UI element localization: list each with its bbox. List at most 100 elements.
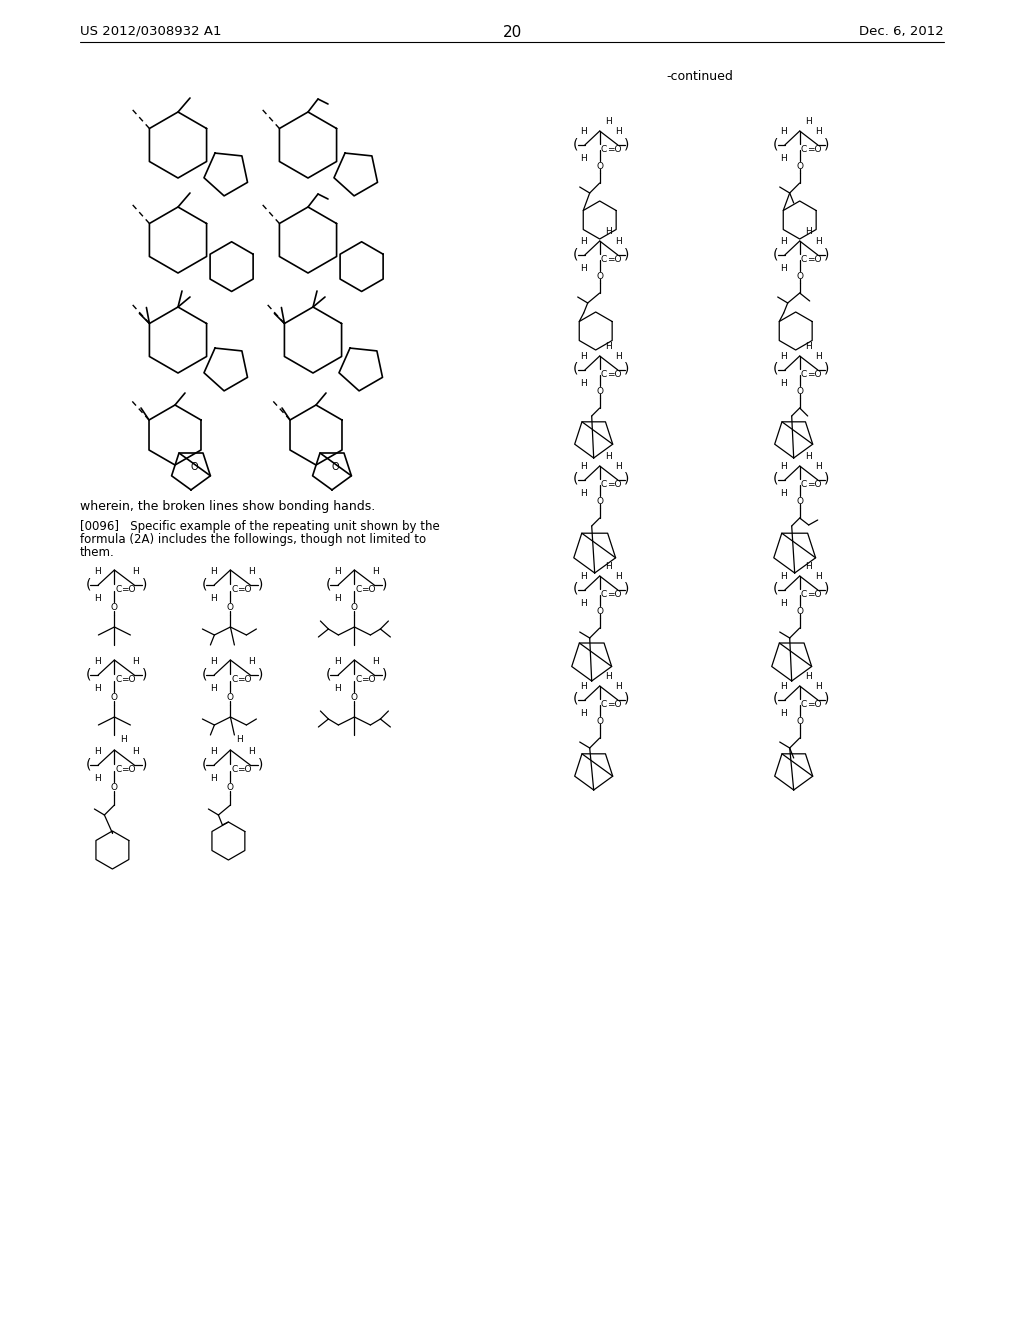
Text: C: C xyxy=(601,700,607,709)
Text: wherein, the broken lines show bonding hands.: wherein, the broken lines show bonding h… xyxy=(80,500,375,513)
Text: O: O xyxy=(797,162,803,172)
Text: H: H xyxy=(780,682,787,690)
Text: ): ) xyxy=(625,692,630,706)
Text: H: H xyxy=(780,462,787,471)
Text: H: H xyxy=(334,594,341,603)
Text: H: H xyxy=(581,238,587,246)
Text: H: H xyxy=(210,774,216,783)
Text: (: ( xyxy=(85,756,91,771)
Text: H: H xyxy=(248,568,255,576)
Text: (: ( xyxy=(773,137,778,150)
Text: (: ( xyxy=(773,247,778,261)
Text: H: H xyxy=(815,462,822,471)
Text: (: ( xyxy=(773,473,778,486)
Text: H: H xyxy=(615,462,623,471)
Text: H: H xyxy=(780,379,787,388)
Text: H: H xyxy=(334,684,341,693)
Text: H: H xyxy=(334,568,341,576)
Text: ): ) xyxy=(824,362,829,376)
Text: O: O xyxy=(596,498,603,506)
Text: O: O xyxy=(351,603,358,612)
Text: =O: =O xyxy=(606,255,622,264)
Text: ): ) xyxy=(257,756,263,771)
Text: C: C xyxy=(601,145,607,154)
Text: O: O xyxy=(596,272,603,281)
Text: ): ) xyxy=(257,577,263,591)
Text: H: H xyxy=(615,238,623,246)
Text: =O: =O xyxy=(238,675,252,684)
Text: =O: =O xyxy=(361,585,376,594)
Text: (: ( xyxy=(573,362,579,376)
Text: Dec. 6, 2012: Dec. 6, 2012 xyxy=(859,25,944,38)
Text: H: H xyxy=(248,657,255,667)
Text: C: C xyxy=(601,370,607,379)
Text: =O: =O xyxy=(606,480,622,488)
Text: C: C xyxy=(801,700,807,709)
Text: H: H xyxy=(581,462,587,471)
Text: H: H xyxy=(210,747,216,756)
Text: ): ) xyxy=(625,582,630,597)
Text: H: H xyxy=(805,227,812,236)
Text: H: H xyxy=(815,352,822,360)
Text: H: H xyxy=(581,682,587,690)
Text: (: ( xyxy=(773,692,778,706)
Text: H: H xyxy=(815,127,822,136)
Text: H: H xyxy=(94,747,100,756)
Text: =O: =O xyxy=(606,590,622,599)
Text: H: H xyxy=(805,672,812,681)
Text: C: C xyxy=(355,585,361,594)
Text: H: H xyxy=(581,154,587,162)
Text: H: H xyxy=(605,562,612,572)
Text: C: C xyxy=(231,766,238,774)
Text: ): ) xyxy=(824,247,829,261)
Text: H: H xyxy=(581,599,587,609)
Text: H: H xyxy=(815,572,822,581)
Text: (: ( xyxy=(202,577,207,591)
Text: (: ( xyxy=(573,473,579,486)
Text: ): ) xyxy=(382,577,387,591)
Text: C: C xyxy=(601,590,607,599)
Text: H: H xyxy=(132,568,138,576)
Text: =O: =O xyxy=(606,370,622,379)
Text: ): ) xyxy=(625,247,630,261)
Text: H: H xyxy=(132,747,138,756)
Text: (: ( xyxy=(85,667,91,681)
Text: O: O xyxy=(797,717,803,726)
Text: H: H xyxy=(780,154,787,162)
Text: O: O xyxy=(111,603,118,612)
Text: H: H xyxy=(605,451,612,461)
Text: (: ( xyxy=(573,137,579,150)
Text: H: H xyxy=(780,238,787,246)
Text: H: H xyxy=(615,352,623,360)
Text: O: O xyxy=(596,162,603,172)
Text: O: O xyxy=(227,693,233,702)
Text: H: H xyxy=(210,568,216,576)
Text: (: ( xyxy=(573,582,579,597)
Text: C: C xyxy=(801,145,807,154)
Text: H: H xyxy=(581,572,587,581)
Text: H: H xyxy=(248,747,255,756)
Text: H: H xyxy=(780,264,787,273)
Text: H: H xyxy=(120,735,127,744)
Text: C: C xyxy=(116,675,122,684)
Text: H: H xyxy=(780,572,787,581)
Text: O: O xyxy=(797,387,803,396)
Text: =O: =O xyxy=(238,585,252,594)
Text: =O: =O xyxy=(807,370,821,379)
Text: ): ) xyxy=(141,577,146,591)
Text: C: C xyxy=(801,480,807,488)
Text: =O: =O xyxy=(807,480,821,488)
Text: H: H xyxy=(615,127,623,136)
Text: =O: =O xyxy=(606,145,622,154)
Text: H: H xyxy=(94,568,100,576)
Text: O: O xyxy=(111,693,118,702)
Text: C: C xyxy=(601,480,607,488)
Text: H: H xyxy=(805,451,812,461)
Text: H: H xyxy=(94,594,100,603)
Text: H: H xyxy=(780,127,787,136)
Text: H: H xyxy=(615,682,623,690)
Text: C: C xyxy=(116,585,122,594)
Text: ): ) xyxy=(141,756,146,771)
Text: C: C xyxy=(801,370,807,379)
Text: H: H xyxy=(581,488,587,498)
